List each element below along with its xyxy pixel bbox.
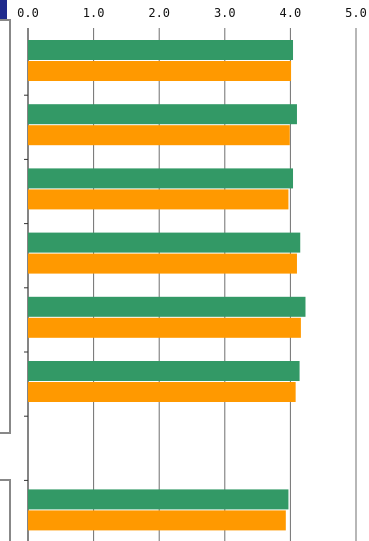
bar-series-2-cat-6 bbox=[28, 382, 296, 402]
bar-series-1-cat-5 bbox=[28, 296, 306, 317]
x-tick-label: 2.0 bbox=[148, 6, 170, 20]
x-tick-label: 1.0 bbox=[83, 6, 105, 20]
left-panel-frame bbox=[0, 479, 11, 541]
bar-series-1-cat-3 bbox=[28, 168, 294, 189]
left-panel-frames bbox=[0, 0, 11, 541]
x-tick-labels: 0.0 1.0 2.0 3.0 4.0 5.0 bbox=[17, 6, 367, 20]
corner-accent bbox=[0, 0, 7, 20]
bar-series-1-cat-6 bbox=[28, 361, 300, 381]
x-tick-label: 5.0 bbox=[345, 6, 367, 20]
bar-series-2-cat-8 bbox=[28, 510, 286, 531]
bar-series-1-cat-2 bbox=[28, 104, 297, 125]
bar-series-1-cat-8 bbox=[28, 489, 289, 510]
bars bbox=[28, 40, 306, 531]
bar-series-2-cat-3 bbox=[28, 189, 289, 210]
left-panel-frame bbox=[0, 19, 11, 434]
bar-series-2-cat-2 bbox=[28, 125, 290, 146]
category-ticks bbox=[24, 94, 28, 481]
bar-series-1-cat-4 bbox=[28, 232, 301, 253]
x-tick-label: 3.0 bbox=[214, 6, 236, 20]
x-tick-label: 0.0 bbox=[17, 6, 39, 20]
bar-series-1-cat-1 bbox=[28, 40, 294, 60]
bar-series-2-cat-1 bbox=[28, 61, 292, 81]
bar-series-2-cat-5 bbox=[28, 317, 301, 338]
bar-series-2-cat-4 bbox=[28, 253, 297, 274]
x-tick-label: 4.0 bbox=[280, 6, 302, 20]
